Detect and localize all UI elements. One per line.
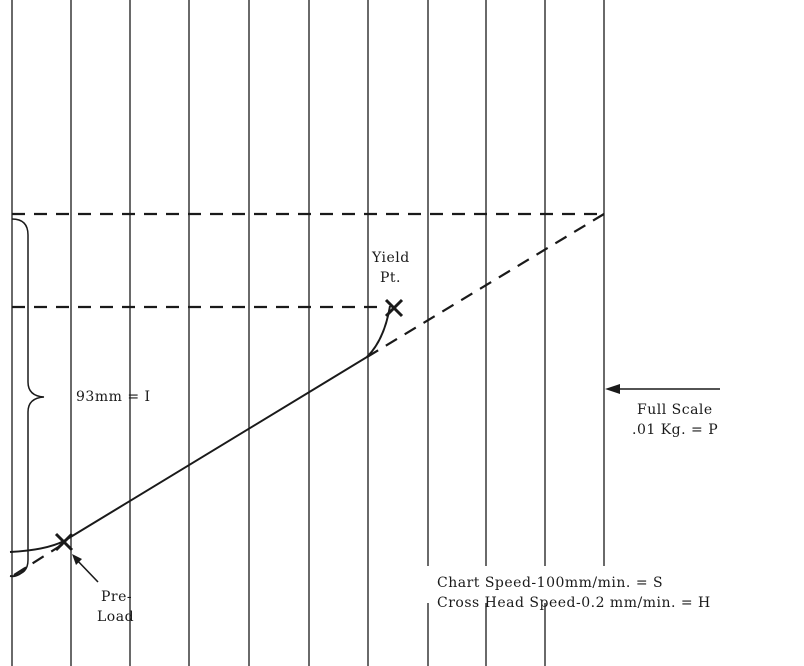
yield-point-label-line2: Pt. (380, 270, 401, 286)
measure-brace (11, 218, 45, 576)
full-scale-label-line1: Full Scale (637, 402, 713, 418)
full-scale-label-line2: .01 Kg. = P (632, 422, 718, 438)
measure-label: 93mm = I (76, 389, 151, 405)
chart-grid (11, 0, 605, 666)
preload-x-marker (54, 532, 74, 552)
preload-label-line2: Load (97, 609, 134, 625)
chart-speed-label: Chart Speed-100mm/min. = S (437, 575, 663, 591)
yield-point-label-line1: Yield (371, 250, 410, 266)
extrapolated-slope-dashed-line (366, 213, 605, 358)
yield-x-marker (384, 298, 404, 318)
preload-arrowhead (72, 554, 82, 565)
load-curve (9, 305, 391, 553)
preload-label-line1: Pre- (101, 589, 132, 605)
full-scale-arrowhead (605, 384, 620, 394)
crosshead-speed-label: Cross Head Speed-0.2 mm/min. = H (437, 595, 711, 611)
